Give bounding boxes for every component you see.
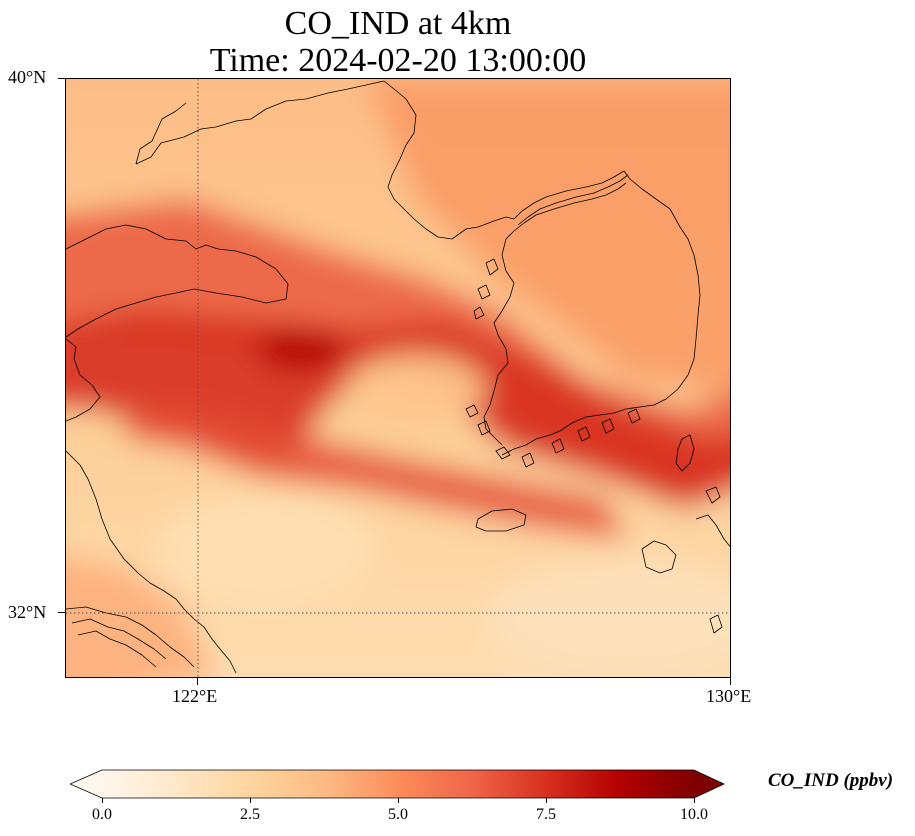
colorbar-tick-label: 0.0 xyxy=(92,806,112,823)
gridlines xyxy=(66,79,730,677)
map-title-line2: Time: 2024-02-20 13:00:00 xyxy=(209,42,587,79)
colorbar-extend-max xyxy=(694,770,724,798)
map-title-line1: CO_IND at 4km xyxy=(284,5,512,42)
xtick-mark-122e xyxy=(197,678,198,685)
ytick-mark-32n xyxy=(58,612,65,613)
colorbar-tick-label: 5.0 xyxy=(388,806,408,823)
xtick-label-122e: 122°E xyxy=(172,686,218,706)
colorbar-tick-mark xyxy=(249,798,251,803)
colorbar-tick-label: 7.5 xyxy=(536,806,556,823)
coastlines xyxy=(66,80,730,674)
colorbar-gradient xyxy=(102,770,694,798)
concentration-field xyxy=(66,79,730,677)
map-canvas xyxy=(66,79,730,677)
map-panel xyxy=(65,78,731,678)
colorbar-tick-mark xyxy=(545,798,547,803)
ytick-label-32n: 32°N xyxy=(8,602,47,622)
xtick-label-130e: 130°E xyxy=(706,686,752,706)
colorbar-tick-label: 10.0 xyxy=(680,806,708,823)
colorbar-tick-mark xyxy=(693,798,695,803)
colorbar-tick-mark xyxy=(101,798,103,803)
colorbar-label: CO_IND (ppbv) xyxy=(768,770,894,791)
xtick-mark-130e xyxy=(730,678,731,685)
colorbar-tick-mark xyxy=(397,798,399,803)
colorbar xyxy=(70,769,725,799)
ytick-mark-40n xyxy=(58,78,65,79)
colorbar-extend-min xyxy=(70,770,102,798)
ytick-label-40n: 40°N xyxy=(8,67,47,87)
colorbar-tick-label: 2.5 xyxy=(240,806,260,823)
